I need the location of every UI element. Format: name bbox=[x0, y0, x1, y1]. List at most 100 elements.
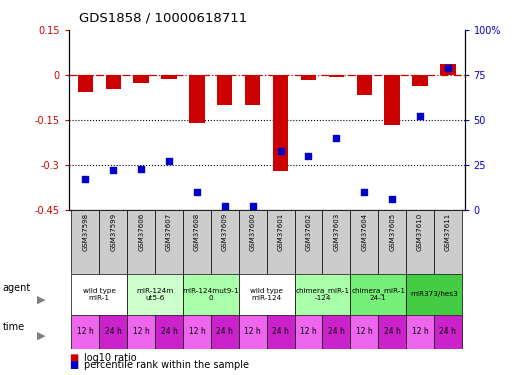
Text: GSM37607: GSM37607 bbox=[166, 213, 172, 251]
Bar bbox=[183, 315, 211, 349]
Text: miR-124m
ut5-6: miR-124m ut5-6 bbox=[136, 288, 174, 301]
Bar bbox=[267, 315, 295, 349]
Text: chimera_miR-1
24-1: chimera_miR-1 24-1 bbox=[351, 288, 405, 301]
Point bbox=[249, 203, 257, 209]
Bar bbox=[245, 75, 260, 105]
Text: wild type
miR-1: wild type miR-1 bbox=[83, 288, 116, 301]
Bar bbox=[440, 64, 456, 75]
Point bbox=[388, 196, 397, 202]
Bar bbox=[189, 75, 204, 123]
Point bbox=[360, 189, 369, 195]
Bar bbox=[183, 274, 239, 315]
Text: chimera_miR-1
-124: chimera_miR-1 -124 bbox=[295, 288, 350, 301]
Text: agent: agent bbox=[3, 283, 31, 293]
Bar bbox=[350, 274, 406, 315]
Text: ■: ■ bbox=[69, 353, 78, 363]
Bar bbox=[434, 315, 462, 349]
Bar bbox=[127, 210, 155, 274]
Bar bbox=[323, 315, 350, 349]
Bar bbox=[155, 210, 183, 274]
Text: GSM37606: GSM37606 bbox=[138, 213, 144, 251]
Bar bbox=[106, 75, 121, 89]
Bar bbox=[211, 315, 239, 349]
Text: 24 h: 24 h bbox=[272, 327, 289, 336]
Bar bbox=[273, 75, 288, 171]
Text: ■: ■ bbox=[69, 360, 78, 370]
Bar bbox=[406, 210, 434, 274]
Text: GSM37610: GSM37610 bbox=[417, 213, 423, 251]
Text: time: time bbox=[3, 322, 25, 332]
Bar bbox=[239, 315, 267, 349]
Text: 12 h: 12 h bbox=[133, 327, 149, 336]
Text: GSM37604: GSM37604 bbox=[361, 213, 367, 250]
Text: 12 h: 12 h bbox=[356, 327, 373, 336]
Text: percentile rank within the sample: percentile rank within the sample bbox=[84, 360, 250, 370]
Bar bbox=[406, 315, 434, 349]
Bar bbox=[162, 75, 177, 79]
Point bbox=[444, 65, 452, 71]
Bar bbox=[295, 274, 350, 315]
Text: GSM37600: GSM37600 bbox=[250, 213, 256, 251]
Bar bbox=[127, 274, 183, 315]
Bar bbox=[329, 75, 344, 76]
Bar bbox=[267, 210, 295, 274]
Text: miR373/hes3: miR373/hes3 bbox=[410, 291, 458, 297]
Point bbox=[193, 189, 201, 195]
Bar bbox=[211, 210, 239, 274]
Bar bbox=[295, 210, 323, 274]
Text: 24 h: 24 h bbox=[439, 327, 456, 336]
Text: 12 h: 12 h bbox=[412, 327, 428, 336]
Text: GSM37602: GSM37602 bbox=[306, 213, 312, 250]
Point bbox=[276, 148, 285, 154]
Point bbox=[304, 153, 313, 159]
Bar bbox=[350, 315, 378, 349]
Text: GSM37609: GSM37609 bbox=[222, 213, 228, 251]
Text: GSM37599: GSM37599 bbox=[110, 213, 116, 250]
Bar bbox=[183, 210, 211, 274]
Bar bbox=[155, 315, 183, 349]
Bar bbox=[295, 315, 323, 349]
Point bbox=[81, 176, 90, 182]
Bar bbox=[378, 210, 406, 274]
Bar bbox=[99, 315, 127, 349]
Bar bbox=[434, 210, 462, 274]
Text: GSM37605: GSM37605 bbox=[389, 213, 395, 250]
Bar bbox=[239, 210, 267, 274]
Text: 12 h: 12 h bbox=[244, 327, 261, 336]
Bar bbox=[78, 75, 93, 92]
Bar bbox=[217, 75, 232, 105]
Bar bbox=[350, 210, 378, 274]
Text: GSM37603: GSM37603 bbox=[333, 213, 340, 251]
Bar bbox=[127, 315, 155, 349]
Bar bbox=[323, 210, 350, 274]
Text: 12 h: 12 h bbox=[300, 327, 317, 336]
Text: wild type
miR-124: wild type miR-124 bbox=[250, 288, 283, 301]
Text: 24 h: 24 h bbox=[328, 327, 345, 336]
Bar bbox=[378, 315, 406, 349]
Bar bbox=[71, 315, 99, 349]
Bar bbox=[356, 75, 372, 94]
Bar bbox=[71, 210, 99, 274]
Text: GSM37611: GSM37611 bbox=[445, 213, 451, 251]
Point bbox=[416, 113, 424, 119]
Point bbox=[221, 203, 229, 209]
Bar bbox=[239, 274, 295, 315]
Text: 12 h: 12 h bbox=[77, 327, 94, 336]
Text: 24 h: 24 h bbox=[161, 327, 177, 336]
Text: GSM37601: GSM37601 bbox=[278, 213, 284, 251]
Point bbox=[165, 158, 173, 164]
Bar bbox=[406, 274, 462, 315]
Text: 24 h: 24 h bbox=[105, 327, 121, 336]
Text: 24 h: 24 h bbox=[216, 327, 233, 336]
Text: ▶: ▶ bbox=[37, 331, 45, 341]
Text: 24 h: 24 h bbox=[384, 327, 401, 336]
Bar bbox=[412, 75, 428, 86]
Bar bbox=[384, 75, 400, 124]
Point bbox=[137, 166, 145, 172]
Text: ▶: ▶ bbox=[37, 294, 45, 304]
Bar bbox=[99, 210, 127, 274]
Point bbox=[109, 167, 118, 173]
Bar bbox=[134, 75, 149, 82]
Point bbox=[332, 135, 341, 141]
Text: GSM37598: GSM37598 bbox=[82, 213, 88, 250]
